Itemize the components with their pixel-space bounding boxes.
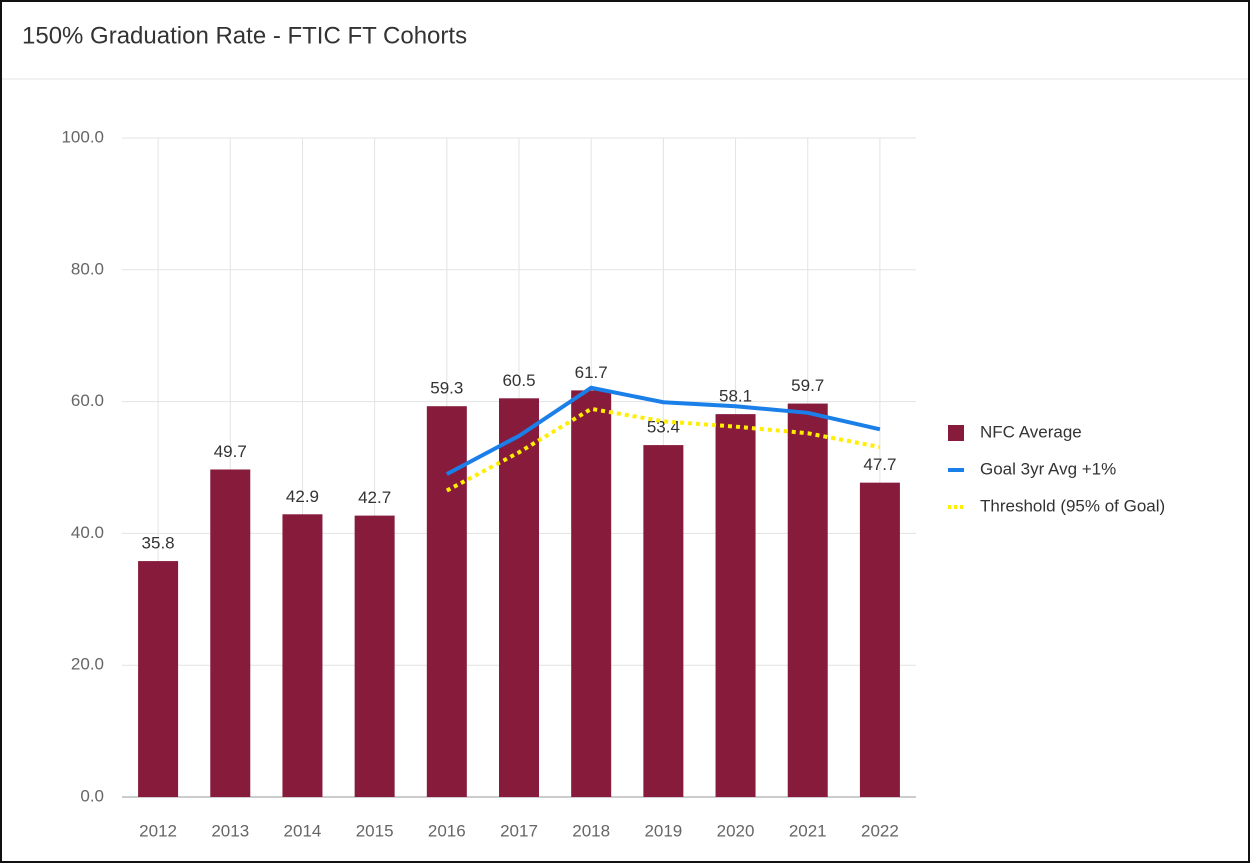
data-label: 58.1	[719, 387, 752, 406]
legend-label: NFC Average	[980, 422, 1082, 441]
x-tick-label: 2016	[428, 821, 466, 840]
x-tick-label: 2020	[717, 821, 755, 840]
chart-title: 150% Graduation Rate - FTIC FT Cohorts	[22, 22, 467, 49]
data-label: 42.7	[358, 488, 391, 507]
bar	[138, 561, 179, 797]
bar	[282, 514, 323, 797]
data-label: 42.9	[286, 487, 319, 506]
bar	[859, 482, 900, 797]
y-tick-label: 0.0	[80, 786, 104, 805]
x-tick-label: 2022	[861, 821, 899, 840]
bar	[571, 390, 612, 797]
x-tick-label: 2014	[284, 821, 322, 840]
bar	[499, 398, 539, 797]
x-tick-label: 2018	[572, 821, 610, 840]
bar	[643, 445, 684, 797]
y-tick-label: 60.0	[71, 391, 104, 410]
bar	[354, 515, 395, 797]
data-label: 35.8	[142, 534, 175, 553]
x-tick-label: 2015	[356, 821, 394, 840]
data-label: 53.4	[647, 418, 680, 437]
y-tick-label: 100.0	[61, 127, 104, 146]
legend-swatch	[948, 425, 964, 441]
bar	[787, 403, 828, 797]
y-tick-label: 80.0	[71, 259, 104, 278]
x-tick-label: 2017	[500, 821, 538, 840]
x-tick-label: 2012	[139, 821, 177, 840]
bar	[715, 414, 756, 797]
data-label: 60.5	[502, 371, 535, 390]
data-label: 61.7	[575, 363, 608, 382]
data-label: 59.3	[430, 379, 463, 398]
line-series	[445, 385, 881, 476]
legend-label: Goal 3yr Avg +1%	[980, 459, 1116, 478]
y-tick-label: 20.0	[71, 655, 104, 674]
bar	[426, 406, 467, 797]
line-series	[445, 406, 881, 493]
y-tick-label: 40.0	[71, 523, 104, 542]
x-tick-label: 2021	[789, 821, 827, 840]
bar	[210, 469, 251, 797]
data-label: 47.7	[863, 455, 896, 474]
x-tick-label: 2013	[211, 821, 249, 840]
legend-label: Threshold (95% of Goal)	[980, 496, 1165, 515]
data-label: 59.7	[791, 376, 824, 395]
data-label: 49.7	[214, 442, 247, 461]
x-tick-label: 2019	[644, 821, 682, 840]
